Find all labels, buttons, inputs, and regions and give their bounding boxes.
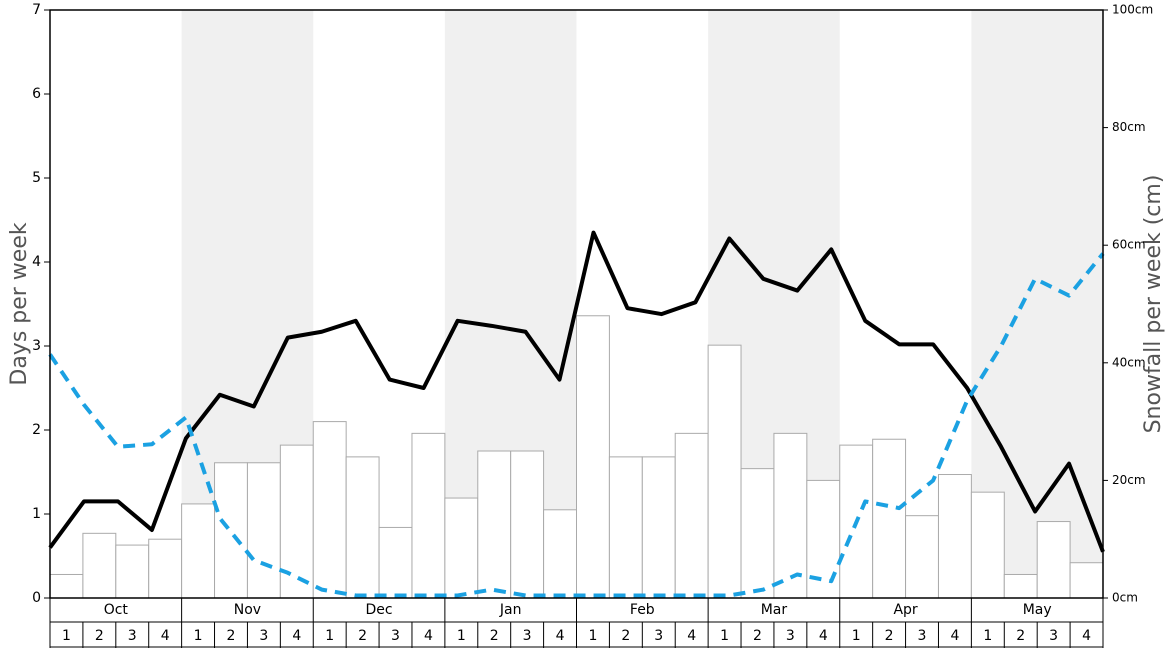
bar — [773, 432, 808, 599]
bar — [279, 444, 314, 599]
y-axis-label: Days per week — [7, 222, 32, 385]
x-tick-label: 3 — [128, 628, 137, 644]
month-label: May — [1023, 602, 1052, 618]
bar — [707, 344, 742, 599]
y-tick-label: 1 — [32, 506, 41, 522]
bar — [905, 515, 939, 599]
bar — [937, 474, 972, 599]
bar — [641, 456, 676, 599]
month-label: Oct — [104, 602, 129, 618]
x-tick-label: 3 — [654, 628, 663, 644]
x-tick-label: 1 — [720, 628, 729, 644]
x-tick-label: 3 — [523, 628, 532, 644]
bar — [181, 503, 216, 599]
bar — [740, 468, 775, 599]
x-tick-label: 4 — [292, 628, 301, 644]
x-tick-label: 1 — [852, 628, 861, 644]
x-tick-label: 1 — [588, 628, 597, 644]
line — [48, 252, 1105, 598]
y-tick-label: 5 — [32, 170, 41, 186]
x-tick-label: 1 — [194, 628, 203, 644]
x-tick-label: 1 — [983, 628, 992, 644]
bar — [543, 509, 577, 599]
bar — [378, 526, 413, 599]
x-tick-label: 3 — [786, 628, 795, 644]
bar — [1069, 562, 1104, 599]
y2-tick-label: 40cm — [1112, 355, 1146, 369]
x-tick-label: 1 — [457, 628, 466, 644]
bar — [214, 462, 248, 599]
x-tick-label: 4 — [1082, 628, 1091, 644]
bar — [82, 532, 117, 599]
month-label: Mar — [761, 602, 788, 618]
y2-tick-label: 80cm — [1112, 120, 1146, 134]
y2-tick-label: 20cm — [1112, 473, 1146, 487]
y2-tick-label: 0cm — [1112, 591, 1138, 605]
x-tick-label: 3 — [391, 628, 400, 644]
y-tick-label: 3 — [32, 338, 41, 354]
bar — [477, 450, 512, 599]
y-tick-label: 7 — [32, 2, 41, 18]
bar — [1003, 573, 1038, 599]
x-tick-label: 4 — [819, 628, 828, 644]
y-tick-label: 6 — [32, 86, 41, 102]
x-tick-label: 4 — [424, 628, 433, 644]
x-tick-label: 4 — [556, 628, 565, 644]
bar — [1036, 521, 1071, 599]
x-tick-label: 2 — [95, 628, 104, 644]
month-label: Feb — [630, 602, 655, 618]
y-tick-label: 0 — [32, 590, 41, 606]
x-tick-label: 2 — [490, 628, 499, 644]
month-label: Dec — [366, 602, 393, 618]
x-tick-label: 3 — [918, 628, 927, 644]
y-tick-label: 2 — [32, 422, 41, 438]
bar — [148, 538, 183, 599]
x-tick-label: 3 — [1049, 628, 1058, 644]
x-tick-label: 2 — [358, 628, 367, 644]
bar — [444, 497, 479, 599]
x-tick-label: 4 — [687, 628, 696, 644]
x-tick-label: 3 — [259, 628, 268, 644]
x-tick-label: 4 — [161, 628, 170, 644]
x-tick-label: 2 — [885, 628, 894, 644]
y2-axis-label: Snowfall per week (cm) — [1141, 175, 1166, 434]
y-tick-label: 4 — [32, 254, 41, 270]
bar — [576, 315, 610, 599]
bar — [411, 432, 446, 599]
bar — [246, 462, 281, 599]
bar — [49, 573, 84, 599]
bar — [510, 450, 545, 599]
month-label: Nov — [234, 602, 261, 618]
bar — [872, 438, 907, 599]
y2-tick-label: 100cm — [1112, 3, 1153, 17]
bar — [115, 544, 150, 599]
bar — [970, 491, 1005, 599]
month-label: Jan — [499, 602, 522, 618]
x-tick-label: 2 — [621, 628, 630, 644]
x-tick-label: 2 — [753, 628, 762, 644]
y2-tick-label: 60cm — [1112, 238, 1146, 252]
x-tick-label: 2 — [1016, 628, 1025, 644]
bar — [608, 456, 643, 599]
bar — [312, 421, 347, 599]
x-tick-label: 1 — [62, 628, 71, 644]
month-label: Apr — [893, 602, 917, 618]
x-tick-label: 2 — [227, 628, 236, 644]
bar — [806, 479, 841, 599]
line — [48, 230, 1105, 553]
x-tick-label: 1 — [325, 628, 334, 644]
x-tick-label: 4 — [950, 628, 959, 644]
bar — [674, 432, 709, 599]
bar — [345, 456, 380, 599]
